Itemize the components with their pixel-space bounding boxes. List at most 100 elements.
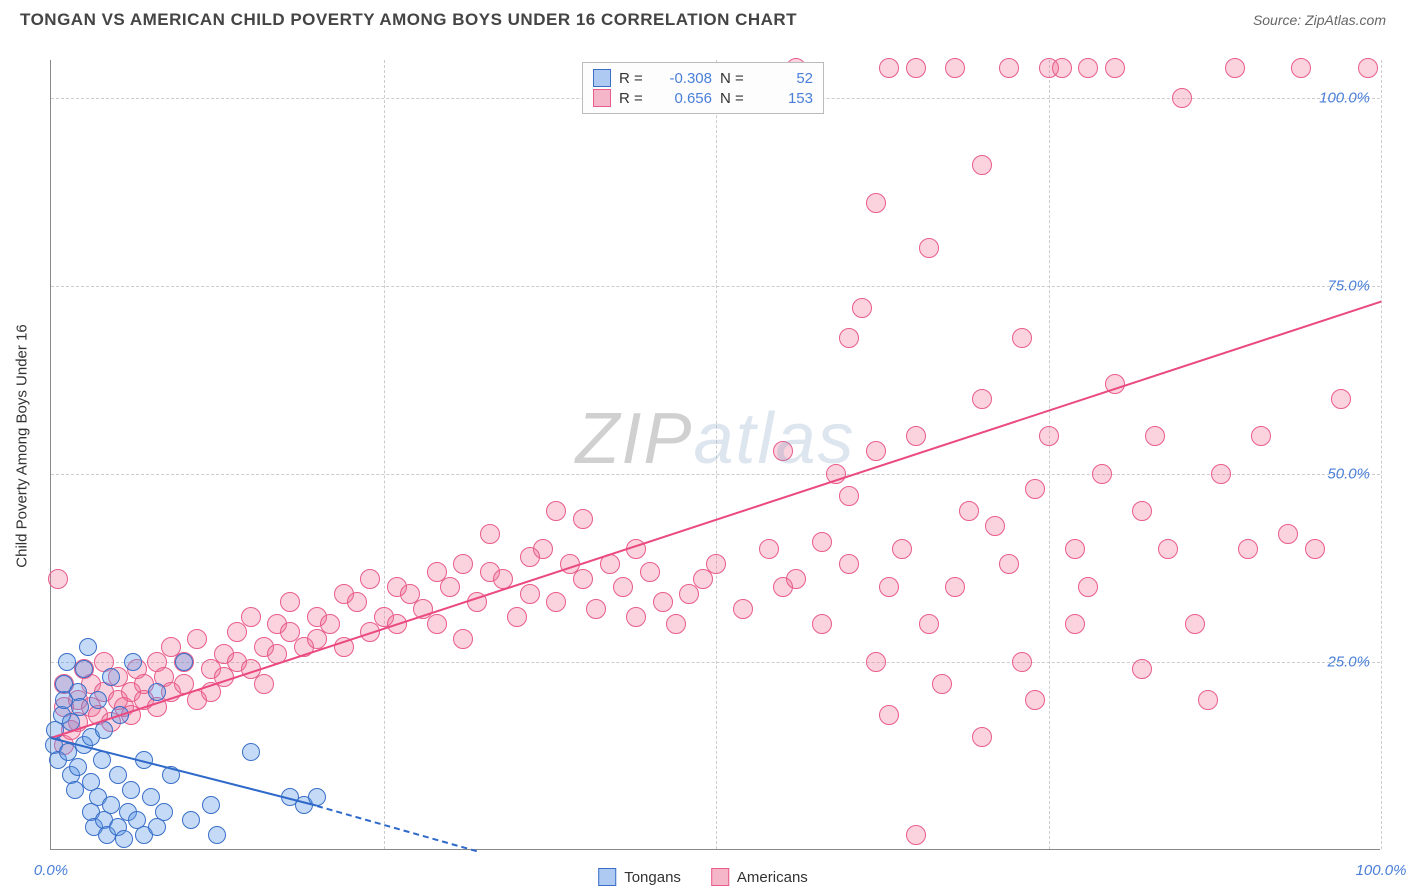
americans-point <box>573 569 593 589</box>
tongans-point <box>242 743 260 761</box>
americans-point <box>613 577 633 597</box>
americans-point <box>972 155 992 175</box>
americans-point <box>866 652 886 672</box>
tongans-point <box>102 668 120 686</box>
gridline-v <box>716 60 717 849</box>
americans-point <box>507 607 527 627</box>
ytick-label: 100.0% <box>1319 89 1370 106</box>
americans-point <box>999 554 1019 574</box>
americans-point <box>1052 58 1072 78</box>
chart-title: TONGAN VS AMERICAN CHILD POVERTY AMONG B… <box>20 10 797 30</box>
americans-point <box>241 607 261 627</box>
tongans-point <box>89 691 107 709</box>
americans-point <box>1211 464 1231 484</box>
americans-point <box>453 629 473 649</box>
tongans-point <box>109 766 127 784</box>
americans-point <box>640 562 660 582</box>
americans-point <box>626 607 646 627</box>
americans-point <box>1291 58 1311 78</box>
tongans-point <box>148 683 166 701</box>
americans-point <box>1185 614 1205 634</box>
americans-point <box>932 674 952 694</box>
americans-point <box>453 554 473 574</box>
americans-point <box>839 554 859 574</box>
americans-point <box>48 569 68 589</box>
ytick-label: 25.0% <box>1327 653 1370 670</box>
tongans-point <box>142 788 160 806</box>
americans-point <box>1278 524 1298 544</box>
americans-point <box>1105 58 1125 78</box>
gridline-v <box>384 60 385 849</box>
americans-point <box>1198 690 1218 710</box>
tongans-point <box>102 796 120 814</box>
americans-point <box>812 614 832 634</box>
americans-point <box>919 238 939 258</box>
tongans-point <box>122 781 140 799</box>
americans-point <box>546 501 566 521</box>
americans-point <box>1238 539 1258 559</box>
tongans-point <box>155 803 173 821</box>
gridline-v <box>1381 60 1382 849</box>
americans-point <box>906 426 926 446</box>
americans-point <box>1132 501 1152 521</box>
americans-point <box>892 539 912 559</box>
americans-point <box>839 486 859 506</box>
americans-point <box>1225 58 1245 78</box>
americans-point <box>919 614 939 634</box>
legend-row-americans: R = 0.656 N = 153 <box>593 89 813 107</box>
americans-point <box>1251 426 1271 446</box>
americans-point <box>1092 464 1112 484</box>
americans-point <box>1065 539 1085 559</box>
americans-point <box>520 584 540 604</box>
americans-point <box>1039 426 1059 446</box>
americans-point <box>1025 479 1045 499</box>
series-legend: Tongans Americans <box>598 868 808 886</box>
correlation-legend: R = -0.308 N = 52 R = 0.656 N = 153 <box>582 62 824 114</box>
americans-point <box>427 614 447 634</box>
legend-row-tongans: R = -0.308 N = 52 <box>593 69 813 87</box>
ytick-label: 50.0% <box>1327 465 1370 482</box>
americans-point <box>1065 614 1085 634</box>
tongans-point <box>71 698 89 716</box>
americans-point <box>1158 539 1178 559</box>
americans-point <box>786 569 806 589</box>
legend-item-tongans: Tongans <box>598 868 681 886</box>
xtick-label: 0.0% <box>34 862 68 879</box>
americans-point <box>879 705 899 725</box>
americans-point <box>573 509 593 529</box>
americans-point <box>666 614 686 634</box>
tongans-swatch-icon <box>598 868 616 886</box>
americans-point <box>586 599 606 619</box>
americans-point <box>733 599 753 619</box>
source-label: Source: ZipAtlas.com <box>1253 12 1386 30</box>
tongans-point <box>182 811 200 829</box>
americans-point <box>480 524 500 544</box>
americans-point <box>440 577 460 597</box>
americans-point <box>1132 659 1152 679</box>
tongans-point <box>69 758 87 776</box>
legend-item-americans: Americans <box>711 868 808 886</box>
y-axis-label: Child Poverty Among Boys Under 16 <box>14 324 31 567</box>
americans-point <box>852 298 872 318</box>
americans-point <box>972 389 992 409</box>
xtick-label: 100.0% <box>1356 862 1406 879</box>
gridline-v <box>1049 60 1050 849</box>
americans-point <box>945 58 965 78</box>
americans-point <box>906 825 926 845</box>
americans-point <box>839 328 859 348</box>
americans-swatch <box>593 89 611 107</box>
americans-point <box>1358 58 1378 78</box>
tongans-point <box>58 653 76 671</box>
americans-point <box>1078 577 1098 597</box>
tongans-swatch <box>593 69 611 87</box>
ytick-label: 75.0% <box>1327 277 1370 294</box>
americans-point <box>985 516 1005 536</box>
tongans-point <box>175 653 193 671</box>
tongans-point <box>202 796 220 814</box>
americans-point <box>706 554 726 574</box>
americans-point <box>360 569 380 589</box>
americans-point <box>759 539 779 559</box>
americans-point <box>945 577 965 597</box>
tongans-point <box>75 660 93 678</box>
americans-point <box>1012 652 1032 672</box>
